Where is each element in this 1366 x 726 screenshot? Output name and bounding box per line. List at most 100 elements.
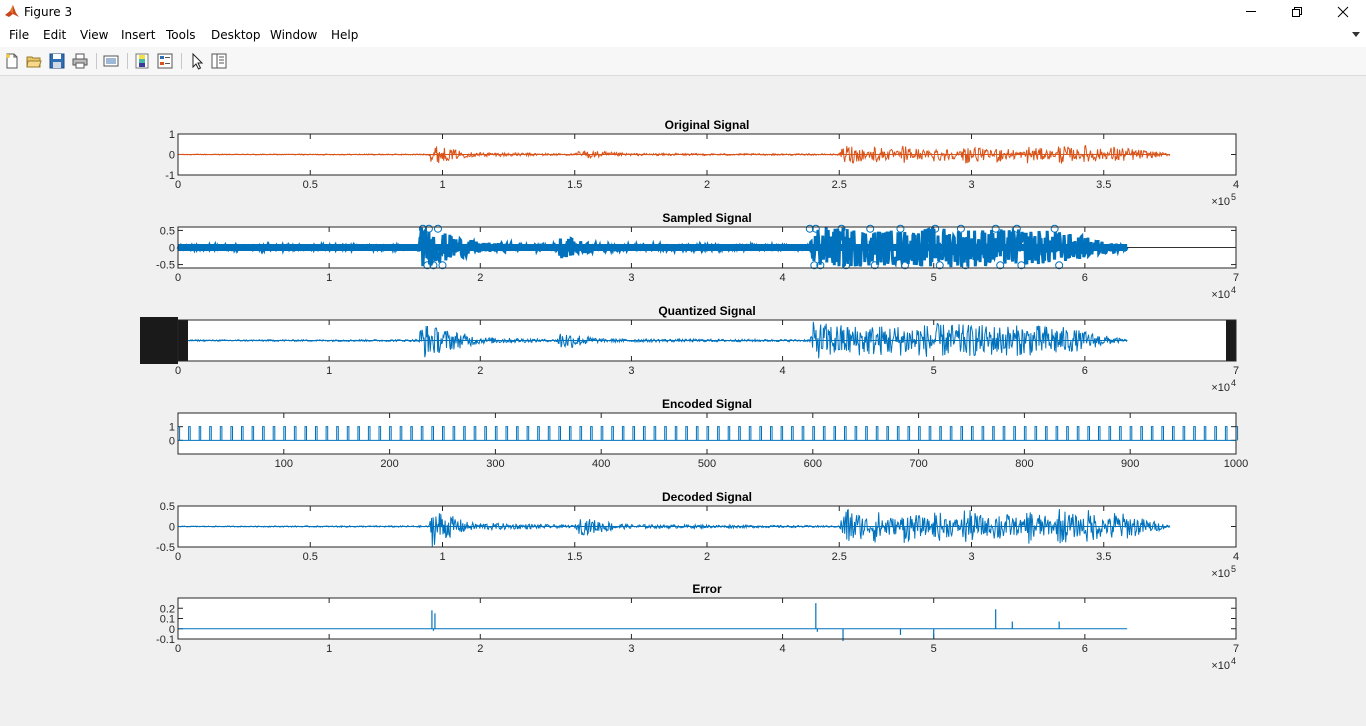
y-tick-label: 1: [169, 129, 175, 141]
menu-view[interactable]: View: [80, 28, 109, 42]
y-tick-label: 0: [169, 243, 175, 255]
figure-canvas[interactable]: 0 0.5 1 1.5 2 2.5 3 3.5 4 -1 0 1 Original Signal ×10 5…: [0, 76, 1366, 726]
x-tick-label: 2: [704, 551, 710, 563]
x-tick-label: 4: [780, 643, 786, 655]
legend-icon[interactable]: [156, 52, 174, 70]
figure-toolbar: [0, 47, 1366, 76]
axis-exponent-power: 4: [1231, 378, 1236, 388]
axes-frame: [177, 226, 1237, 269]
close-button[interactable]: [1320, 0, 1366, 24]
x-tick-label: 2: [477, 643, 483, 655]
link-plot-icon[interactable]: [102, 52, 120, 70]
quantization-marker-block: [140, 317, 178, 364]
x-tick-label: 2.5: [832, 551, 847, 563]
x-tick-label: 1: [326, 365, 332, 377]
axis-exponent-label: ×10: [1211, 289, 1230, 301]
y-tick-label: -0.5: [156, 542, 175, 554]
x-tick-label: 7: [1233, 365, 1239, 377]
x-tick-label: 600: [804, 458, 822, 470]
x-tick-label: 300: [486, 458, 504, 470]
axis-exponent-label: ×10: [1211, 196, 1230, 208]
y-tick-label: 0.5: [160, 501, 175, 513]
subplot-4: 100 200 300 400 500 600 700 800 900 1000 01 Encoded…: [169, 397, 1248, 470]
axes-frame: [177, 412, 1237, 455]
sample-marker: [810, 261, 819, 270]
open-file-icon[interactable]: [25, 52, 43, 70]
axes-frame: [177, 597, 1237, 640]
menu-desktop[interactable]: Desktop: [211, 28, 261, 42]
sample-marker: [935, 261, 944, 270]
x-tick-label: 3: [968, 551, 974, 563]
edit-plot-pointer-icon[interactable]: [188, 52, 206, 70]
x-tick-label: 3: [968, 179, 974, 191]
sample-marker: [423, 261, 432, 270]
chevron-down-icon[interactable]: [1352, 32, 1360, 38]
save-icon[interactable]: [48, 52, 66, 70]
sample-marker: [1050, 224, 1059, 233]
axis-exponent-label: ×10: [1211, 660, 1230, 672]
menu-file[interactable]: File: [9, 28, 30, 42]
print-icon[interactable]: [71, 52, 89, 70]
restore-button[interactable]: [1274, 0, 1320, 24]
axes-frame: [177, 319, 1237, 362]
subplot-title: Encoded Signal: [662, 397, 752, 411]
x-tick-label: 500: [698, 458, 716, 470]
minimize-icon: [1246, 11, 1256, 12]
sample-marker: [961, 261, 970, 270]
sample-marker: [931, 224, 940, 233]
menu-insert[interactable]: Insert: [121, 28, 156, 42]
toolbar-separator: [96, 53, 97, 69]
menu-edit[interactable]: Edit: [43, 28, 67, 42]
minimize-button[interactable]: [1228, 0, 1274, 24]
x-tick-label: 0: [175, 179, 181, 191]
menu-window[interactable]: Window: [270, 28, 318, 42]
sample-marker: [433, 224, 442, 233]
x-tick-label: 200: [380, 458, 398, 470]
y-tick-label: 0: [169, 624, 175, 636]
axis-exponent-label: ×10: [1211, 568, 1230, 580]
x-tick-label: 3.5: [1096, 179, 1111, 191]
matlab-logo-icon: [5, 5, 19, 17]
toolbar-separator: [127, 53, 128, 69]
quantization-marker-block: [1226, 320, 1236, 361]
x-tick-label: 4: [780, 365, 786, 377]
subplot-title: Quantized Signal: [658, 304, 755, 318]
x-tick-label: 400: [592, 458, 610, 470]
axis-exponent-power: 4: [1231, 656, 1236, 666]
sample-marker: [811, 224, 820, 233]
x-tick-label: 4: [1233, 551, 1239, 563]
x-tick-label: 1: [439, 551, 445, 563]
sample-marker: [429, 261, 438, 270]
window-title: Figure 3: [24, 5, 73, 19]
x-tick-label: 4: [780, 272, 786, 284]
x-tick-label: 700: [909, 458, 927, 470]
y-tick-label: 0: [169, 150, 175, 162]
x-tick-label: 2: [477, 365, 483, 377]
property-inspector-icon[interactable]: [210, 52, 228, 70]
x-tick-label: 0: [175, 643, 181, 655]
menu-bar: File Edit View Insert Tools Desktop Wind…: [0, 24, 1366, 47]
menu-help[interactable]: Help: [331, 28, 359, 42]
y-tick-label: -1: [165, 170, 175, 182]
sample-marker: [816, 261, 825, 270]
axis-exponent-power: 5: [1231, 192, 1236, 202]
x-tick-label: 2: [704, 179, 710, 191]
new-figure-icon[interactable]: [3, 52, 21, 70]
x-tick-label: 6: [1082, 272, 1088, 284]
colorbar-icon[interactable]: [133, 52, 151, 70]
pulse-train: [177, 426, 1239, 441]
sample-marker: [424, 224, 433, 233]
x-tick-label: 1.5: [567, 551, 582, 563]
x-tick-label: 0: [175, 365, 181, 377]
x-tick-label: 3: [628, 365, 634, 377]
sample-marker: [438, 261, 447, 270]
y-tick-label: 0.2: [160, 603, 175, 615]
menu-tools[interactable]: Tools: [166, 28, 196, 42]
close-icon: [1337, 6, 1349, 18]
x-tick-label: 5: [931, 365, 937, 377]
axes-background: [178, 598, 1236, 639]
